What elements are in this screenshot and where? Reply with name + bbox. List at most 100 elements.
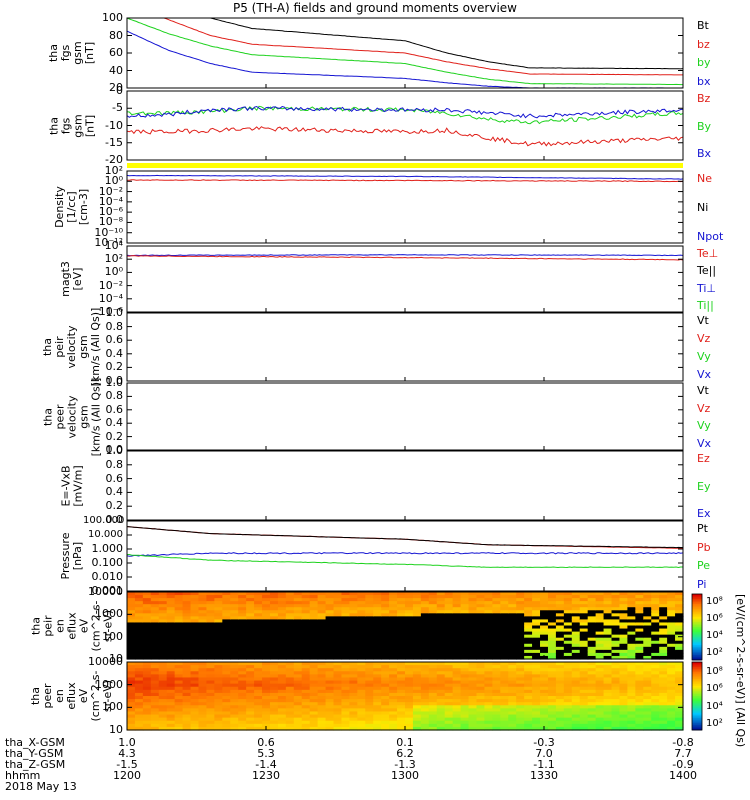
spectrogram-cell: [269, 598, 279, 602]
spectrogram-cell: [540, 625, 549, 630]
spectrogram-cell: [127, 625, 136, 630]
spectrogram-cell: [309, 696, 319, 700]
spectrogram-cell: [611, 607, 621, 611]
spectrogram-cell: [603, 607, 613, 611]
spectrogram-cell: [532, 628, 541, 633]
spectrogram-cell: [182, 696, 192, 700]
spectrogram-cell: [198, 699, 208, 703]
spectrogram-cell: [341, 598, 350, 602]
spectrogram-cell: [659, 723, 668, 728]
spectrogram-cell: [428, 631, 438, 636]
spectrogram-cell: [635, 671, 644, 675]
spectrogram-cell: [325, 610, 335, 614]
spectrogram-cell: [460, 720, 470, 725]
spectrogram-cell: [627, 601, 636, 605]
colorbar-frame: [691, 661, 703, 731]
spectrogram-cell: [420, 671, 430, 675]
spectrogram-cell: [317, 595, 327, 599]
spectrogram-cell: [635, 592, 644, 596]
spectrogram-cell: [397, 631, 406, 636]
spectrogram-cell: [158, 674, 168, 679]
spectrogram-cell: [405, 655, 414, 660]
spectrogram-cell: [397, 677, 406, 682]
spectrogram-cell: [460, 646, 470, 651]
spectrogram-cell: [277, 598, 287, 602]
spectrogram-cell: [444, 705, 454, 709]
spectrogram-cell: [579, 637, 589, 642]
spectrogram-cell: [341, 649, 350, 654]
spectrogram-cell: [595, 604, 605, 608]
spectrogram-cell: [635, 708, 644, 713]
spectrogram-cell: [436, 677, 446, 682]
spectrogram-cell: [269, 708, 279, 713]
spectrogram-cell: [150, 649, 160, 654]
spectrogram-cell: [365, 592, 374, 596]
spectrogram-cell: [222, 613, 231, 617]
spectrogram-cell: [301, 686, 311, 691]
y-tick-label: 0.4: [105, 485, 124, 499]
spectrogram-cell: [389, 598, 398, 602]
spectrogram-cell: [238, 610, 247, 614]
spectrogram-cell: [230, 655, 239, 660]
spectrogram-cell: [547, 598, 557, 602]
spectrogram-cell: [444, 604, 454, 608]
spectrogram-cell: [238, 619, 247, 624]
spectrogram-cell: [444, 607, 454, 611]
spectrogram-cell: [190, 631, 200, 636]
spectrogram-cell: [309, 680, 319, 685]
spectrogram-cell: [357, 720, 366, 725]
spectrogram-cell: [182, 692, 192, 697]
spectrogram-cell: [246, 726, 255, 731]
spectrogram-cell: [174, 702, 184, 706]
spectrogram-cell: [627, 677, 636, 682]
spectrogram-cell: [365, 717, 374, 722]
spectrogram-cell: [158, 592, 168, 596]
spectrogram-cell: [333, 696, 343, 700]
spectrogram-cell: [532, 622, 541, 627]
colorbar-tick-label: 10⁴: [706, 630, 723, 641]
spectrogram-cell: [651, 723, 660, 728]
spectrogram-cell: [563, 680, 573, 685]
spectrogram-cell: [142, 646, 152, 651]
spectrogram-cell: [579, 631, 589, 636]
spectrogram-cell: [460, 655, 470, 660]
spectrogram-cell: [190, 720, 200, 725]
spectrogram-cell: [476, 699, 486, 703]
spectrogram-cell: [222, 702, 231, 706]
spectrogram-cell: [651, 717, 660, 722]
spectrogram-cell: [611, 677, 621, 682]
spectrogram-cell: [134, 674, 144, 679]
spectrogram-cell: [301, 649, 311, 654]
spectrogram-cell: [397, 628, 406, 633]
spectrogram-cell: [357, 607, 366, 611]
spectrogram-cell: [381, 696, 390, 700]
spectrogram-cell: [675, 662, 684, 666]
spectrogram-cell: [484, 662, 493, 666]
spectrogram-cell: [333, 598, 343, 602]
spectrogram-cell: [412, 631, 422, 636]
spectrogram-cell: [190, 674, 200, 679]
spectrogram-cell: [492, 696, 501, 700]
spectrogram-cell: [476, 708, 486, 713]
spectrogram-cell: [150, 699, 160, 703]
spectrogram-cell: [222, 631, 231, 636]
spectrogram-cell: [158, 628, 168, 633]
spectrogram-cell: [547, 652, 557, 657]
spectrogram-cell: [452, 726, 462, 731]
spectrogram-cell: [230, 619, 239, 624]
spectrogram-cell: [357, 689, 366, 694]
spectrogram-cell: [611, 723, 621, 728]
spectrogram-cell: [182, 720, 192, 725]
spectrogram-cell: [198, 622, 208, 627]
spectrogram-cell: [301, 662, 311, 666]
spectrogram-cell: [500, 683, 509, 688]
spectrogram-cell: [508, 655, 517, 660]
spectrogram-cell: [643, 628, 652, 633]
spectrogram-cell: [516, 705, 525, 709]
spectrogram-cell: [214, 622, 223, 627]
spectrogram-cell: [357, 631, 366, 636]
spectrogram-cell: [262, 616, 271, 621]
y-tick-label: 10: [109, 723, 123, 736]
spectrogram-cell: [627, 702, 636, 706]
spectrogram-cell: [555, 723, 565, 728]
